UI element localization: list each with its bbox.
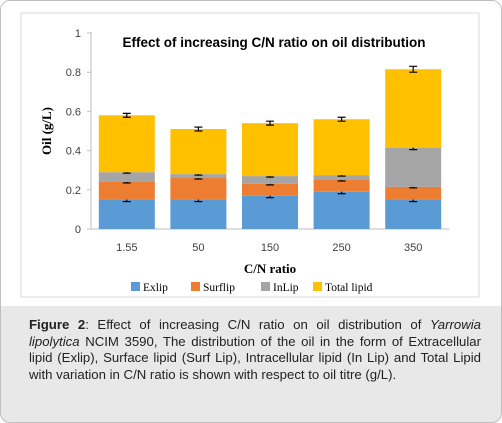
caption-species: Yarrowia lipolytica bbox=[29, 317, 482, 349]
y-tick-label: 0.8 bbox=[66, 67, 81, 79]
y-tick-label: 0 bbox=[75, 224, 81, 236]
y-tick-label: 0.4 bbox=[66, 146, 81, 158]
legend-swatch bbox=[131, 282, 140, 291]
chart-area: Effect of increasing C/N ratio on oil di… bbox=[1, 1, 501, 306]
bar-surflip bbox=[385, 186, 442, 200]
bar-surflip bbox=[98, 181, 155, 200]
bar-inlip bbox=[242, 176, 298, 184]
x-tick-label: 50 bbox=[192, 242, 204, 254]
caption-text-1: : Effect of increasing C/N ratio on oil … bbox=[85, 317, 430, 332]
x-tick-label: 350 bbox=[404, 242, 422, 254]
bar-surflip bbox=[313, 180, 370, 192]
bar-total-lipid bbox=[313, 119, 370, 176]
bar-exlip bbox=[170, 199, 227, 229]
chart-title: Effect of increasing C/N ratio on oil di… bbox=[122, 35, 425, 50]
caption-label: Figure 2 bbox=[29, 317, 86, 332]
bar-exlip bbox=[98, 199, 155, 229]
bar-inlip bbox=[98, 172, 155, 182]
bar-total-lipid bbox=[170, 129, 227, 175]
legend-label: InLip bbox=[273, 282, 299, 294]
bar-exlip bbox=[242, 195, 298, 229]
bar-exlip bbox=[385, 199, 442, 229]
bar-inlip bbox=[170, 174, 227, 179]
bar-surflip bbox=[170, 178, 227, 200]
y-axis-title: Oil (g/L) bbox=[39, 107, 54, 155]
legend-label: Total lipid bbox=[325, 282, 373, 294]
y-tick-label: 1 bbox=[75, 28, 81, 40]
x-tick-label: 250 bbox=[332, 242, 350, 254]
legend-label: Exlip bbox=[143, 282, 168, 294]
figure-caption: Figure 2: Effect of increasing C/N ratio… bbox=[29, 317, 481, 383]
bar-surflip bbox=[242, 183, 298, 196]
x-axis-title: C/N ratio bbox=[244, 261, 296, 276]
x-tick-label: 150 bbox=[261, 242, 279, 254]
stacked-bar-chart: Effect of increasing C/N ratio on oil di… bbox=[20, 12, 480, 298]
legend-swatch bbox=[313, 282, 322, 291]
legend-label: Surflip bbox=[203, 282, 235, 294]
x-tick-label: 1.55 bbox=[116, 242, 137, 254]
bar-inlip bbox=[385, 147, 442, 187]
y-tick-label: 0.2 bbox=[66, 185, 81, 197]
y-tick-label: 0.6 bbox=[66, 106, 81, 118]
bar-total-lipid bbox=[98, 115, 155, 173]
bar-total-lipid bbox=[385, 69, 442, 148]
bar-exlip bbox=[313, 191, 370, 229]
bar-total-lipid bbox=[242, 123, 298, 177]
legend-swatch bbox=[261, 282, 270, 291]
chart-border bbox=[20, 12, 480, 298]
caption-text-2: NCIM 3590, The distribution of the oil i… bbox=[29, 333, 481, 382]
bar-inlip bbox=[313, 175, 370, 180]
legend-swatch bbox=[191, 282, 200, 291]
